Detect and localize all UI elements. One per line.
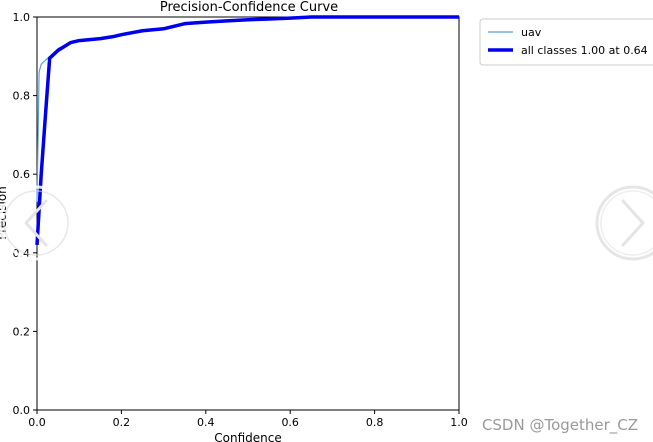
x-tick-label: 0.4 — [197, 416, 215, 429]
plot-area — [36, 16, 460, 411]
series-line-all-classes-1-00-at-0-64 — [35, 15, 459, 246]
legend-label-all-classes: all classes 1.00 at 0.64 — [521, 44, 648, 57]
y-tick-label: 0.0 — [13, 404, 31, 417]
legend-label-uav: uav — [521, 26, 542, 39]
legend-box — [479, 18, 653, 66]
next-arrow-circle-inner — [600, 190, 653, 256]
series-layer — [35, 15, 459, 246]
y-axis-label: Precision — [0, 186, 9, 240]
y-tick-label: 1.0 — [13, 11, 31, 24]
prev-arrow-circle — [0, 185, 74, 261]
x-axis: 0.0 0.2 0.4 0.6 0.8 1.0 — [28, 410, 468, 429]
x-tick-label: 0.2 — [113, 416, 131, 429]
x-tick-label: 1.0 — [450, 416, 468, 429]
y-tick-label: 0.2 — [13, 325, 31, 338]
prev-arrow-circle-inner — [3, 190, 69, 256]
y-tick-label: 0.6 — [13, 168, 31, 181]
next-arrow-button[interactable] — [595, 185, 653, 261]
x-axis-label: Confidence — [214, 431, 281, 442]
next-arrow-circle — [595, 185, 653, 261]
chart-title: Precision-Confidence Curve — [160, 0, 338, 15]
x-tick-label: 0.6 — [281, 416, 299, 429]
chevron-left-icon — [24, 199, 48, 247]
chevron-right-icon — [621, 199, 645, 247]
prev-arrow-button[interactable] — [0, 185, 74, 261]
legend: uav all classes 1.00 at 0.64 — [479, 18, 653, 66]
watermark: CSDN @Together_CZ — [482, 416, 638, 435]
y-tick-label: 0.8 — [13, 90, 31, 103]
x-tick-label: 0.8 — [366, 416, 384, 429]
x-tick-label: 0.0 — [28, 416, 46, 429]
